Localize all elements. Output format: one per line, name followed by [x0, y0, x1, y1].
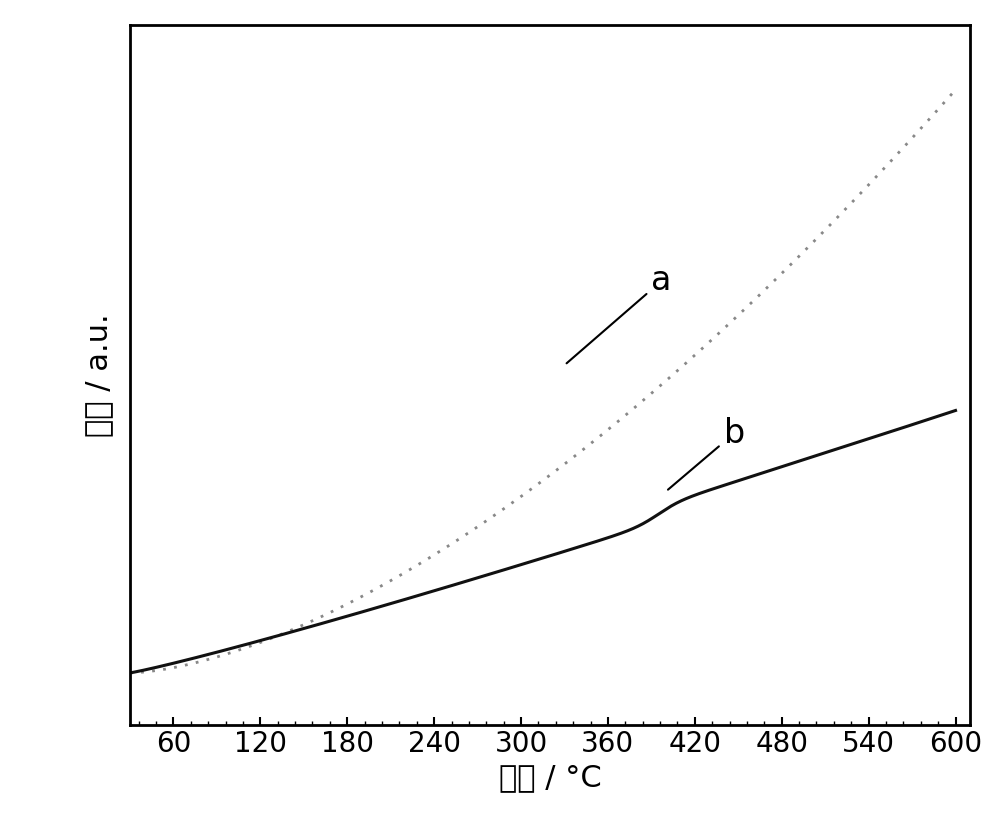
Y-axis label: 强度 / a.u.: 强度 / a.u.: [84, 313, 113, 436]
Text: a: a: [567, 264, 672, 363]
X-axis label: 温度 / °C: 温度 / °C: [499, 763, 601, 792]
Text: b: b: [668, 416, 745, 490]
